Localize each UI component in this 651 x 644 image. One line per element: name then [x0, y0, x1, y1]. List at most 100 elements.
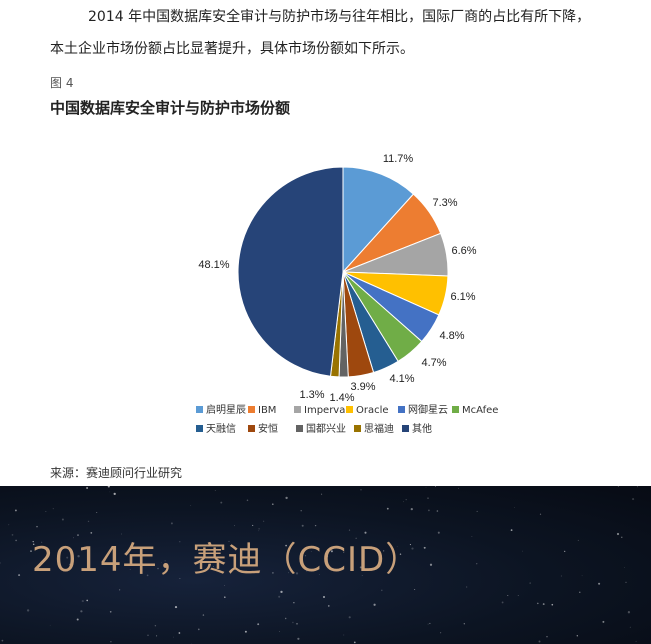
star-dot [423, 546, 426, 549]
star-dot [45, 511, 47, 512]
legend-swatch-10 [354, 425, 361, 432]
data-label-9: 1.4% [329, 392, 354, 404]
star-dot [564, 550, 566, 553]
legend-label-11: 其他 [412, 422, 432, 435]
star-dot [542, 603, 545, 606]
star-dot [327, 605, 330, 607]
star-dot [61, 518, 64, 521]
star-dot [257, 623, 260, 626]
star-dot [361, 575, 363, 577]
data-label-11: 48.1% [198, 259, 229, 271]
star-dot [305, 569, 308, 572]
star-dot [463, 623, 465, 625]
legend-label-7: 天融信 [206, 423, 236, 435]
star-dot [321, 493, 323, 495]
star-dot [18, 574, 21, 577]
star-dot [632, 498, 635, 501]
star-dot [579, 591, 581, 593]
star-dot [80, 610, 83, 613]
star-dot [364, 531, 367, 534]
star-dot [373, 603, 376, 606]
star-dot [330, 550, 333, 553]
star-dot [113, 492, 116, 496]
star-dot [161, 561, 162, 563]
star-dot [110, 641, 112, 643]
star-dot [36, 525, 38, 528]
banner-title: 2014年，赛迪（CCID） [32, 540, 421, 580]
data-label-4: 6.1% [450, 291, 475, 303]
star-dot [14, 509, 17, 512]
data-label-3: 6.6% [451, 245, 476, 257]
data-label-5: 4.8% [439, 330, 464, 342]
star-dot [435, 486, 437, 487]
star-dot [244, 630, 247, 633]
star-dot [11, 534, 14, 536]
star-dot [616, 532, 620, 536]
star-dot [73, 537, 74, 539]
star-dot [538, 640, 541, 643]
star-dot [288, 572, 289, 574]
star-dot [300, 509, 302, 512]
data-label-1: 11.7% [383, 153, 414, 165]
star-dot [514, 507, 516, 509]
star-dot [310, 551, 312, 552]
star-dot [107, 486, 110, 488]
star-dot [119, 589, 121, 591]
pie-slice-11 [237, 166, 344, 377]
star-dot [154, 624, 157, 627]
star-dot [32, 543, 35, 546]
star-dot [581, 575, 583, 577]
star-dot [381, 589, 383, 592]
star-dot [546, 636, 548, 638]
star-dot [353, 641, 356, 644]
star-dot [427, 623, 429, 625]
source-note: 来源：赛迪顾问行业研究 [50, 466, 183, 480]
star-dot [414, 589, 416, 590]
star-dot [86, 599, 89, 602]
star-dot [288, 565, 289, 567]
star-dot [437, 531, 440, 534]
legend-label-9: 国都兴业 [306, 423, 346, 435]
star-dot [466, 586, 468, 588]
star-dot [507, 595, 509, 596]
star-dot [195, 545, 198, 549]
star-dot [52, 508, 54, 510]
star-dot [627, 611, 631, 614]
star-dot [76, 618, 79, 621]
star-dot [15, 539, 17, 542]
star-dot [635, 640, 637, 642]
star-dot [220, 501, 223, 504]
legend-label-3: Imperva [304, 405, 345, 416]
star-dot [537, 602, 539, 605]
data-label-6: 4.7% [421, 357, 446, 369]
star-dot [476, 563, 478, 565]
star-dot [197, 628, 200, 631]
star-dot [343, 552, 345, 554]
legend-swatch-1 [196, 406, 203, 413]
star-dot [202, 614, 205, 616]
legend-swatch-8 [248, 425, 255, 432]
star-dot [30, 550, 32, 553]
star-dot [427, 497, 429, 499]
star-dot [120, 533, 122, 535]
star-dot [284, 617, 287, 620]
legend-swatch-6 [452, 406, 459, 413]
star-dot [96, 511, 98, 514]
star-dot [304, 555, 307, 557]
paragraph-line-2: 本土企业市场份额占比显著提升，具体市场份额如下所示。 [50, 41, 414, 57]
star-dot [109, 610, 112, 613]
star-dot [522, 550, 523, 552]
star-dot [440, 632, 442, 634]
data-label-8: 3.9% [350, 381, 375, 393]
star-dot [179, 541, 181, 543]
star-dot [617, 486, 619, 487]
star-dot [8, 524, 10, 526]
star-dot [156, 635, 158, 637]
legend-label-4: Oracle [356, 405, 389, 416]
star-dot [396, 546, 398, 548]
star-dot [458, 487, 460, 489]
star-dot [258, 527, 260, 530]
star-dot [560, 575, 562, 577]
star-dot [425, 486, 427, 488]
legend-label-2: IBM [258, 405, 276, 416]
